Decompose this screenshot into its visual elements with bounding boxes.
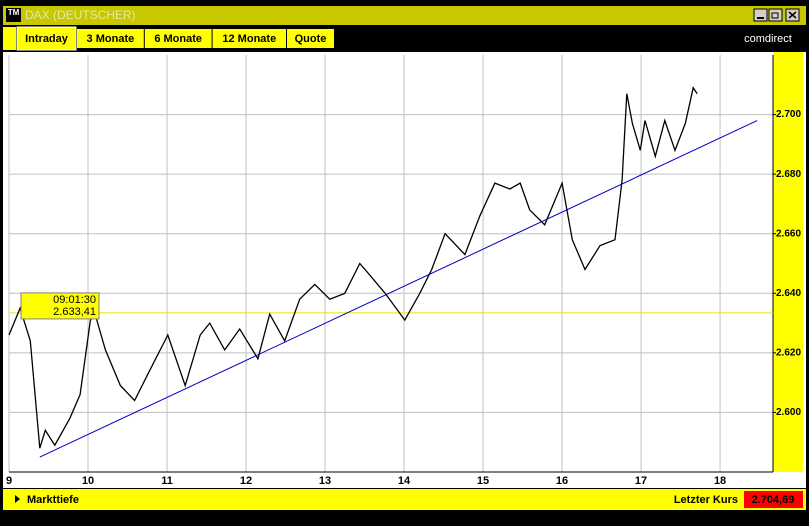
- y-tick-label: 2.680: [776, 169, 801, 180]
- last-price-value: 2.704,69: [752, 494, 795, 506]
- cursor-time: 09:01:30: [53, 294, 96, 306]
- footer-bar: [3, 489, 806, 510]
- expand-icon[interactable]: [15, 495, 20, 503]
- logo-box: [734, 28, 803, 49]
- tab[interactable]: [16, 26, 77, 51]
- last-price-label: Letzter Kurs: [674, 494, 738, 506]
- tab-label[interactable]: 6 Monate: [154, 33, 202, 45]
- last-price-box: [744, 491, 803, 508]
- x-tick-label: 9: [6, 475, 12, 487]
- tab-bar-edge: [3, 27, 16, 50]
- x-tick-label: 12: [240, 475, 252, 487]
- y-tick-label: 2.660: [776, 228, 801, 239]
- tab[interactable]: [77, 29, 144, 48]
- x-tick-label: 11: [161, 475, 173, 487]
- title-bar: [3, 6, 806, 25]
- tab[interactable]: [287, 29, 334, 48]
- market-depth[interactable]: Markttiefe: [27, 494, 79, 506]
- cursor-box: [20, 292, 100, 320]
- y-tick-label: 2.700: [776, 109, 801, 120]
- window-buttons: [753, 8, 800, 22]
- window-title: DAX (DEUTSCHER): [25, 8, 136, 22]
- logo: comdirect: [744, 33, 792, 45]
- x-tick-label: 14: [398, 475, 411, 487]
- x-tick-label: 16: [556, 475, 568, 487]
- y-tick-label: 2.640: [776, 288, 801, 299]
- y-tick-label: 2.600: [776, 407, 801, 418]
- trend-line: [39, 120, 758, 458]
- restore-button[interactable]: [768, 8, 783, 22]
- y-tick-label: 2.620: [776, 347, 801, 358]
- close-icon: [788, 11, 797, 19]
- restore-icon: [771, 12, 779, 19]
- tab-label[interactable]: Quote: [295, 33, 327, 45]
- tab-label[interactable]: 12 Monate: [222, 33, 276, 45]
- x-tick-label: 13: [319, 475, 331, 487]
- tab[interactable]: [144, 29, 212, 48]
- x-tick-label: 15: [477, 475, 489, 487]
- tab-label[interactable]: Intraday: [25, 33, 69, 45]
- minimize-button[interactable]: [753, 8, 768, 22]
- cursor-price: 2.633,41: [53, 306, 96, 318]
- app-icon: [6, 8, 21, 22]
- tab-label[interactable]: 3 Monate: [87, 33, 135, 45]
- price-line: [8, 86, 698, 449]
- tab[interactable]: [212, 29, 286, 48]
- app-icon-text: TM: [8, 8, 20, 17]
- x-tick-label: 10: [82, 475, 94, 487]
- x-tick-label: 18: [714, 475, 726, 487]
- tabs: Intraday 3 Monate 6 Monate 12 Monate Quote: [16, 26, 334, 51]
- y-axis-strip: [773, 52, 803, 472]
- x-tick-label: 17: [635, 475, 647, 487]
